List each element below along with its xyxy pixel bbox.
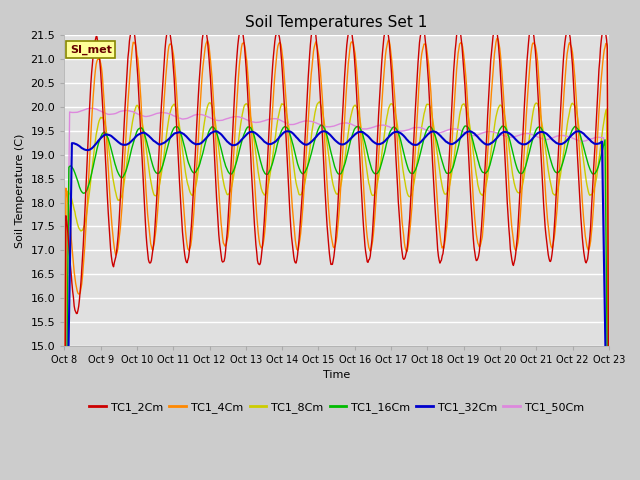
Text: SI_met: SI_met: [70, 45, 111, 55]
Y-axis label: Soil Temperature (C): Soil Temperature (C): [15, 133, 25, 248]
X-axis label: Time: Time: [323, 371, 350, 380]
Title: Soil Temperatures Set 1: Soil Temperatures Set 1: [245, 15, 428, 30]
Legend: TC1_2Cm, TC1_4Cm, TC1_8Cm, TC1_16Cm, TC1_32Cm, TC1_50Cm: TC1_2Cm, TC1_4Cm, TC1_8Cm, TC1_16Cm, TC1…: [85, 398, 588, 418]
